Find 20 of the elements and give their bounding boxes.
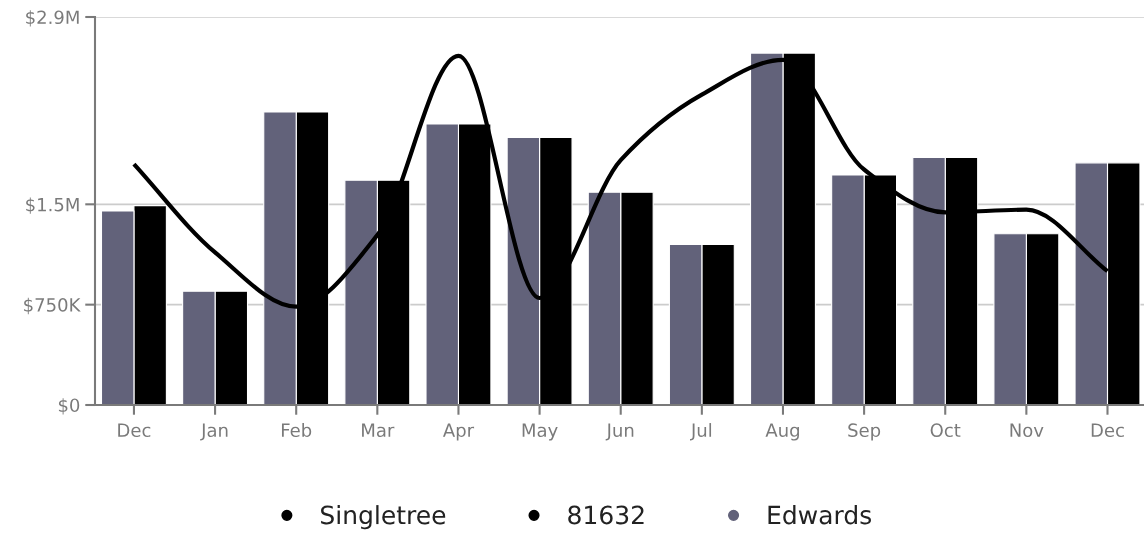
legend-label: 81632 — [568, 505, 644, 525]
y-tick-label: $750K — [24, 297, 81, 315]
x-tick-label: Dec — [118, 423, 151, 438]
legend-label: Edwards — [768, 505, 871, 525]
x-tick-label: Oct — [930, 423, 961, 438]
y-tick-label: $0 — [58, 398, 80, 415]
x-tick-label: Apr — [442, 423, 475, 441]
x-tick-label: Sep — [848, 423, 881, 441]
x-tick-label: Feb — [281, 423, 312, 438]
x-tick-label: Dec — [1091, 423, 1124, 438]
x-tick-label: Jul — [690, 423, 712, 441]
x-tick-label: Aug — [765, 423, 799, 441]
legend-label: Singletree — [321, 505, 446, 530]
x-tick-label: Jan — [200, 423, 228, 441]
y-tick-label: $1.5M — [26, 197, 79, 214]
y-tick-label: $2.9M — [26, 10, 79, 27]
x-tick-label: Mar — [362, 423, 395, 438]
x-tick-label: May — [522, 423, 558, 441]
x-tick-label: Nov — [1010, 423, 1044, 438]
x-tick-label: Jun — [605, 423, 634, 441]
